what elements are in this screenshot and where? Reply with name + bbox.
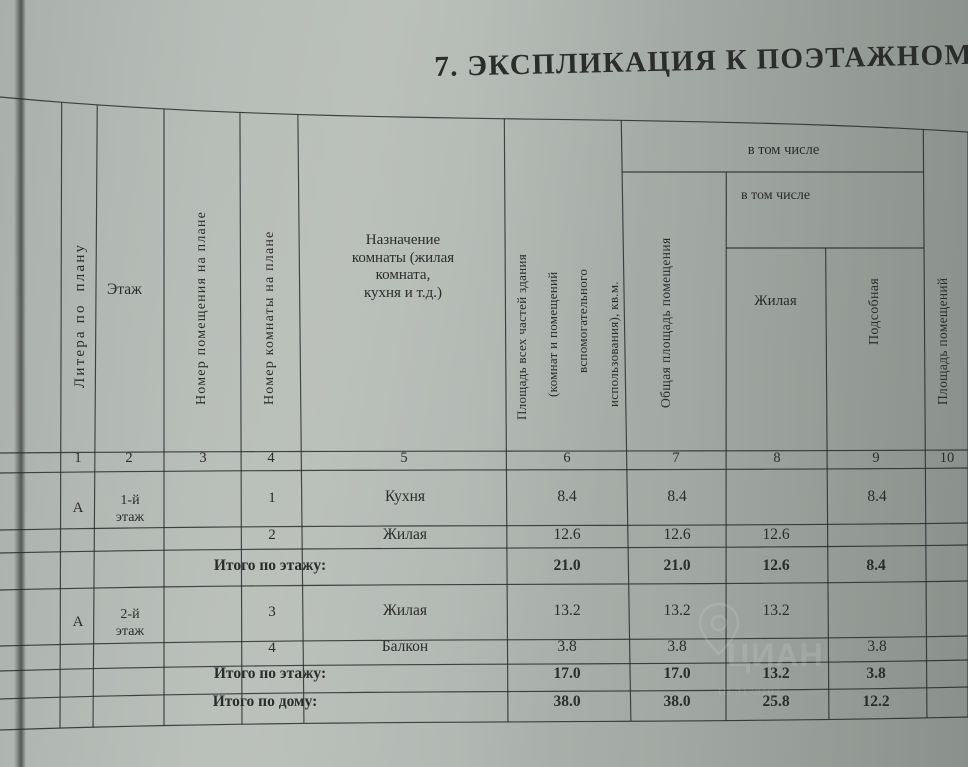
svg-text:ЦИАН: ЦИАН — [727, 637, 824, 673]
